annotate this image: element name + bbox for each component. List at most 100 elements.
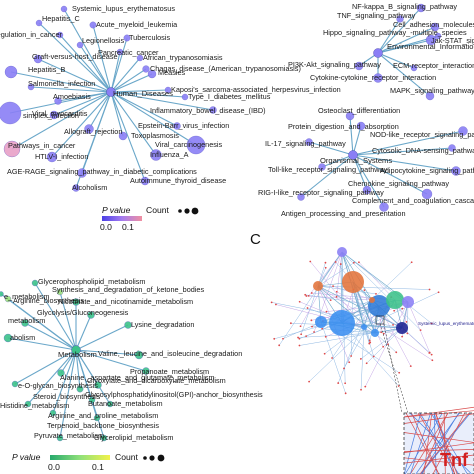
pathway-node[interactable]	[116, 48, 124, 56]
pathway-node[interactable]	[77, 168, 87, 178]
pathway-node[interactable]	[318, 163, 326, 171]
panel-c-gene-node[interactable]	[309, 260, 312, 263]
panel-c-gene-node[interactable]	[348, 361, 351, 364]
panel-c-gene-node[interactable]	[304, 293, 307, 296]
pathway-node[interactable]	[4, 295, 12, 303]
pathway-node[interactable]	[118, 131, 128, 141]
pathway-node[interactable]	[186, 135, 206, 155]
panel-c-gene-node[interactable]	[335, 295, 338, 298]
pathway-node[interactable]	[379, 202, 389, 212]
panel-c-gene-node[interactable]	[363, 289, 366, 292]
pathway-node[interactable]	[345, 111, 355, 121]
panel-c-gene-node[interactable]	[405, 320, 408, 323]
pathway-node[interactable]	[136, 54, 144, 62]
panel-c-gene-node[interactable]	[325, 310, 328, 313]
pathway-node[interactable]	[124, 321, 132, 329]
panel-c-gene-node[interactable]	[395, 351, 398, 354]
panel-c-gene-node[interactable]	[282, 337, 284, 340]
panel-c-gene-node[interactable]	[329, 299, 332, 302]
pathway-node[interactable]	[373, 73, 383, 83]
pathway-node[interactable]	[31, 279, 39, 287]
pathway-node[interactable]	[305, 138, 313, 146]
hub-node[interactable]	[348, 150, 358, 160]
panel-c-gene-node[interactable]	[431, 359, 434, 362]
pathway-node[interactable]	[27, 83, 35, 91]
panel-c-gene-node[interactable]	[419, 329, 422, 332]
panel-c-gene-node[interactable]	[344, 392, 347, 395]
panel-c-gene-node[interactable]	[300, 333, 303, 336]
panel-c-pathway-node[interactable]	[315, 316, 327, 328]
panel-c-pathway-node[interactable]	[371, 329, 379, 337]
pathway-node[interactable]	[123, 34, 131, 42]
panel-c-gene-node[interactable]	[298, 337, 301, 340]
pathway-node[interactable]	[54, 97, 62, 105]
pathway-node[interactable]	[0, 101, 22, 125]
panel-c-gene-node[interactable]	[352, 261, 355, 264]
panel-c-gene-node[interactable]	[393, 309, 396, 312]
panel-c-gene-node[interactable]	[270, 301, 273, 304]
pathway-node[interactable]	[93, 414, 101, 422]
panel-c-gene-node[interactable]	[331, 357, 333, 359]
panel-c-gene-node[interactable]	[392, 323, 394, 326]
pathway-node[interactable]	[100, 434, 108, 442]
pathway-node[interactable]	[362, 185, 372, 195]
panel-c-gene-node[interactable]	[307, 295, 310, 297]
panel-c-pathway-node[interactable]	[402, 296, 414, 308]
panel-c-pathway-node[interactable]	[361, 324, 367, 330]
panel-c-gene-node[interactable]	[360, 388, 362, 391]
pathway-node[interactable]	[21, 319, 29, 327]
pathway-node[interactable]	[3, 333, 13, 343]
panel-c-gene-node[interactable]	[428, 351, 431, 354]
pathway-node[interactable]	[297, 193, 305, 201]
pathway-node[interactable]	[181, 93, 189, 101]
pathway-node[interactable]	[147, 69, 157, 79]
panel-c-gene-node[interactable]	[298, 300, 301, 303]
panel-c-gene-node[interactable]	[428, 288, 431, 291]
panel-c-gene-node[interactable]	[306, 307, 309, 309]
panel-c-gene-node[interactable]	[382, 345, 385, 348]
panel-c-gene-node[interactable]	[410, 261, 413, 264]
pathway-node[interactable]	[421, 188, 433, 200]
pathway-node[interactable]	[11, 380, 19, 388]
pathway-node[interactable]	[134, 350, 144, 360]
panel-c-gene-node[interactable]	[308, 380, 311, 383]
panel-c-gene-node[interactable]	[339, 263, 342, 265]
pathway-node[interactable]	[56, 434, 64, 442]
pathway-node[interactable]	[49, 110, 59, 120]
panel-c-pathway-node[interactable]	[313, 281, 323, 291]
pathway-node[interactable]	[106, 400, 114, 408]
pathway-node[interactable]	[173, 122, 181, 130]
pathway-node[interactable]	[60, 5, 68, 13]
panel-c-pathway-node[interactable]	[337, 247, 347, 257]
panel-c-gene-node[interactable]	[380, 331, 383, 334]
panel-c-gene-node[interactable]	[398, 371, 401, 374]
panel-c-gene-node[interactable]	[343, 367, 345, 370]
panel-c-gene-node[interactable]	[344, 382, 347, 385]
pathway-node[interactable]	[57, 369, 65, 377]
panel-c-gene-node[interactable]	[321, 327, 324, 330]
panel-c-gene-node[interactable]	[406, 332, 409, 335]
panel-c-gene-node[interactable]	[387, 343, 389, 346]
hub-node[interactable]	[373, 48, 383, 58]
pathway-node[interactable]	[87, 311, 95, 319]
pathway-node[interactable]	[4, 65, 18, 79]
panel-c-gene-node[interactable]	[289, 322, 292, 325]
panel-c-gene-node[interactable]	[358, 261, 360, 264]
panel-c-gene-node[interactable]	[324, 266, 327, 269]
panel-c-gene-node[interactable]	[332, 285, 334, 288]
panel-c-gene-node[interactable]	[313, 331, 315, 333]
pathway-node[interactable]	[356, 121, 366, 131]
pathway-node[interactable]	[56, 288, 64, 296]
pathway-node[interactable]	[46, 151, 58, 163]
panel-c-gene-node[interactable]	[369, 341, 372, 344]
pathway-node[interactable]	[72, 184, 80, 192]
pathway-node[interactable]	[430, 22, 440, 32]
pathway-node[interactable]	[140, 176, 150, 186]
panel-c-gene-node[interactable]	[298, 344, 301, 347]
pathway-node[interactable]	[150, 149, 162, 161]
panel-c-gene-node[interactable]	[324, 261, 327, 264]
pathway-node[interactable]	[410, 64, 418, 72]
panel-c-gene-node[interactable]	[375, 292, 377, 295]
panel-c-gene-node[interactable]	[305, 295, 308, 297]
pathway-node[interactable]	[3, 140, 21, 158]
